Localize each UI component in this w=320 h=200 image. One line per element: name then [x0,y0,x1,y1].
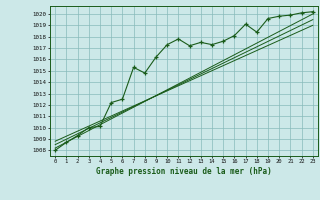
X-axis label: Graphe pression niveau de la mer (hPa): Graphe pression niveau de la mer (hPa) [96,167,272,176]
